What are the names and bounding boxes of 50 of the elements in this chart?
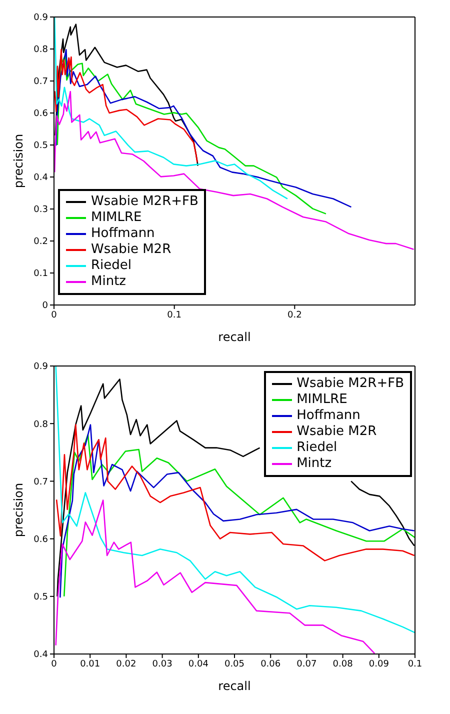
x-tick-label: 0.06: [260, 659, 281, 670]
line-series: [55, 48, 352, 208]
y-tick-label: 0.5: [34, 141, 48, 152]
x-tick-label: 0.03: [152, 659, 172, 670]
y-tick-label: 0.9: [34, 13, 48, 24]
legend-label: Wsabie M2R: [296, 424, 377, 440]
y-axis-title: precision: [11, 482, 26, 538]
legend-label: Hoffmann: [296, 408, 360, 424]
x-tick-label: 0.04: [188, 659, 209, 670]
y-tick-label: 0.5: [34, 592, 48, 603]
x-axis-title: recall: [218, 679, 251, 693]
x-tick-label: 0.09: [368, 659, 390, 670]
y-tick-label: 0.8: [34, 45, 48, 56]
line-series: [56, 424, 415, 562]
x-tick-label: 0.1: [167, 310, 182, 320]
legend-label: Mintz: [91, 274, 126, 290]
y-tick-label: 0.2: [34, 237, 48, 248]
y-tick-label: 0.7: [34, 477, 48, 488]
legend-label: Riedel: [91, 258, 132, 274]
legend-label: MIMLRE: [91, 210, 142, 226]
y-tick-label: 0.7: [34, 77, 48, 88]
y-tick-label: 0.6: [34, 109, 48, 120]
x-tick-label: 0.08: [332, 659, 354, 670]
legend-label: Wsabie M2R+FB: [296, 376, 404, 392]
legend-label: Mintz: [296, 456, 332, 472]
x-tick-label: 0.05: [224, 659, 245, 670]
y-tick-label: 0: [42, 301, 48, 312]
y-tick-label: 0.4: [34, 650, 48, 660]
legend-label: Hoffmann: [91, 226, 155, 242]
y-tick-label: 0.3: [34, 205, 48, 216]
y-tick-label: 0.6: [34, 534, 48, 545]
legend-label: Wsabie M2R: [91, 242, 172, 258]
line-series: [55, 500, 376, 654]
x-tick-label: 0.1: [408, 659, 422, 670]
x-axis-title: recall: [218, 330, 251, 344]
legend-label: Riedel: [296, 440, 338, 456]
x-tick-label: 0.01: [80, 659, 100, 670]
x-tick-label: 0.07: [296, 659, 317, 670]
y-tick-label: 0.8: [34, 420, 48, 430]
y-axis-title: precision: [11, 134, 26, 188]
y-tick-label: 0.4: [34, 173, 48, 184]
y-tick-label: 0.1: [34, 269, 48, 280]
x-tick-label: 0.02: [116, 659, 136, 670]
x-tick-label: 0: [51, 659, 58, 670]
legend-label: Wsabie M2R+FB: [91, 194, 198, 210]
legend-label: MIMLRE: [296, 392, 348, 408]
line-series: [54, 48, 198, 163]
y-tick-label: 0.9: [34, 362, 48, 372]
x-tick-label: 0: [51, 310, 58, 320]
x-tick-label: 0.2: [288, 310, 302, 320]
